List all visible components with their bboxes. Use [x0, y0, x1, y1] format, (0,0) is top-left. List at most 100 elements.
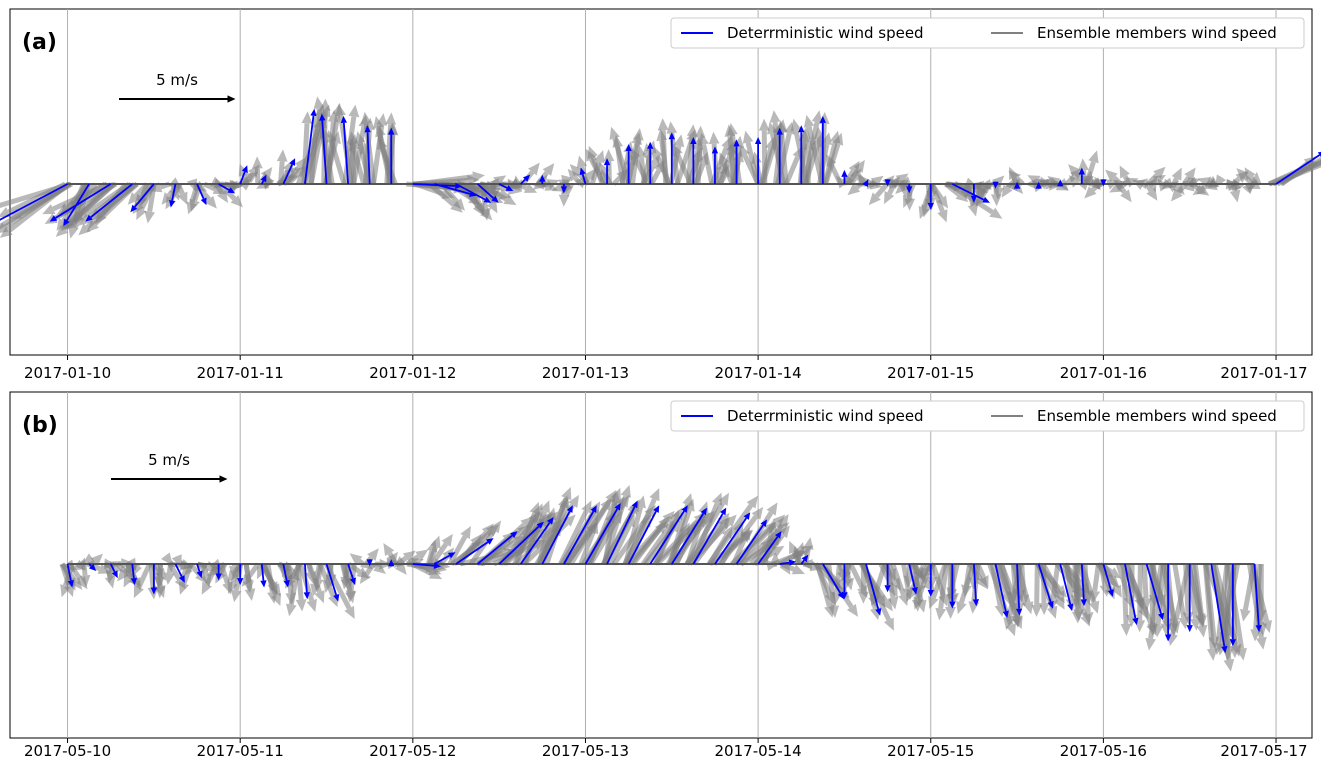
- deterministic-arrow: [671, 507, 708, 565]
- deterministic-arrow: [970, 184, 978, 203]
- deterministic-arrow: [364, 125, 371, 185]
- legend-box: [670, 400, 1305, 432]
- x-tick-label: 2017-05-17: [1220, 742, 1307, 760]
- ensemble-arrow: [1015, 563, 1034, 615]
- x-tick-label: 2017-05-10: [24, 742, 111, 760]
- ensemble-arrow: [913, 563, 933, 610]
- ensemble-arrow: [427, 535, 441, 565]
- deterministic-arrow: [541, 505, 573, 565]
- deterministic-arrow: [215, 564, 222, 581]
- ensemble-arrow: [624, 488, 660, 565]
- panel-a: 2017-01-10 2017-01-11 2017-01-12 2017-01-13…: [0, 8, 1321, 382]
- deterministic-arrow: [1275, 151, 1321, 185]
- deterministic-arrow: [1229, 564, 1237, 647]
- ensemble-arrow: [685, 124, 698, 185]
- ensemble-arrow: [79, 563, 91, 588]
- deterministic-arrow: [735, 519, 768, 565]
- deterministic-arrow: [949, 564, 956, 609]
- ensemble-arrow: [975, 562, 989, 589]
- ensemble-arrow: [265, 563, 278, 604]
- ensemble-arrow: [928, 563, 948, 609]
- ensemble-arrow: [1190, 563, 1208, 638]
- deterministic-arrow: [862, 179, 869, 187]
- ensemble-arrow: [1001, 182, 1013, 198]
- ensemble-arrow: [666, 121, 681, 185]
- x-tick-label: 2017-05-16: [1060, 742, 1147, 760]
- scale-arrow: [111, 475, 228, 483]
- deterministic-arrow: [584, 502, 621, 565]
- deterministic-arrow: [63, 183, 90, 227]
- ensemble-arrow: [989, 563, 1006, 618]
- deterministic-arrow: [1035, 181, 1042, 189]
- ensemble-arrow: [656, 128, 670, 185]
- legend-box: [670, 17, 1305, 49]
- ensemble-arrow: [692, 516, 731, 566]
- ensemble-arrow: [630, 147, 651, 186]
- ensemble-arrow: [961, 563, 973, 598]
- ensemble-arrow: [1236, 168, 1255, 186]
- ensemble-arrow: [776, 120, 789, 185]
- ensemble-arrow: [1145, 563, 1164, 651]
- deterministic-arrow: [347, 563, 356, 586]
- ensemble-arrow: [252, 156, 263, 185]
- deterministic-arrow: [1100, 179, 1107, 187]
- deterministic-arrow: [85, 183, 133, 222]
- deterministic-arrow: [319, 113, 328, 185]
- deterministic-arrow: [366, 559, 373, 567]
- legend-label-ensemble: Ensemble members wind speed: [1037, 24, 1277, 42]
- ensemble-arrow: [742, 130, 761, 185]
- ensemble-arrow: [667, 493, 693, 565]
- ensemble-arrow: [214, 182, 228, 203]
- deterministic-arrow: [1013, 181, 1021, 189]
- x-tick-label: 2017-05-11: [197, 742, 284, 760]
- ensemble-arrow: [241, 562, 261, 587]
- ensemble-arrow: [1202, 563, 1218, 661]
- legend: Deterrministic wind speed Ensemble member…: [670, 400, 1305, 432]
- deterministic-arrow: [563, 505, 597, 565]
- ensemble-arrow: [602, 490, 621, 565]
- ensemble-arrow: [0, 181, 73, 230]
- deterministic-arrow: [692, 507, 727, 565]
- deterministic-arrow: [972, 563, 980, 607]
- deterministic-arrow: [1078, 167, 1085, 184]
- ensemble-arrow: [447, 525, 471, 566]
- deterministic-arrow: [476, 183, 499, 203]
- ensemble-arrow: [690, 492, 723, 565]
- ensemble-arrow: [1098, 561, 1122, 579]
- deterministic-arrow: [88, 563, 97, 572]
- x-tick-label: 2017-05-14: [715, 742, 802, 760]
- ensemble-arrow: [758, 118, 770, 185]
- ensemble-arrow: [718, 506, 764, 566]
- ensemble-arrow: [349, 138, 367, 185]
- deterministic-arrow: [625, 144, 632, 184]
- deterministic-arrow: [282, 563, 290, 588]
- x-tick-label: 2017-01-14: [715, 364, 802, 382]
- deterministic-arrow: [1057, 179, 1064, 187]
- deterministic-arrow: [627, 505, 660, 565]
- deterministic-arrow: [388, 559, 395, 567]
- legend-label-ensemble: Ensemble members wind speed: [1037, 407, 1277, 425]
- ensemble-arrow: [326, 130, 347, 185]
- ensemble-arrow: [1010, 563, 1023, 628]
- deterministic-arrow: [951, 183, 990, 203]
- ensemble-arrow: [186, 183, 200, 215]
- ensemble-arrow: [340, 563, 352, 590]
- ensemble-arrow: [578, 521, 599, 565]
- ensemble-arrow: [117, 562, 134, 582]
- deterministic-arrow: [606, 500, 638, 565]
- ensemble-arrow: [935, 563, 949, 621]
- deterministic-arrow: [711, 146, 719, 184]
- axes-frame: [9, 391, 1313, 739]
- deterministic-arrow: [49, 183, 112, 222]
- deterministic-arrow: [992, 181, 999, 189]
- ensemble-arrow: [359, 562, 376, 584]
- x-tick-label: 2017-01-13: [542, 364, 629, 382]
- deterministic-arrow: [994, 563, 1009, 619]
- deterministic-arrow: [884, 179, 891, 187]
- ensemble-arrow: [558, 500, 592, 566]
- scale-label: 5 m/s: [148, 451, 190, 469]
- deterministic-arrow: [579, 167, 587, 185]
- deterministic-arrow: [196, 563, 203, 579]
- ensemble-arrow: [826, 153, 843, 186]
- panel-label: (a): [22, 30, 57, 55]
